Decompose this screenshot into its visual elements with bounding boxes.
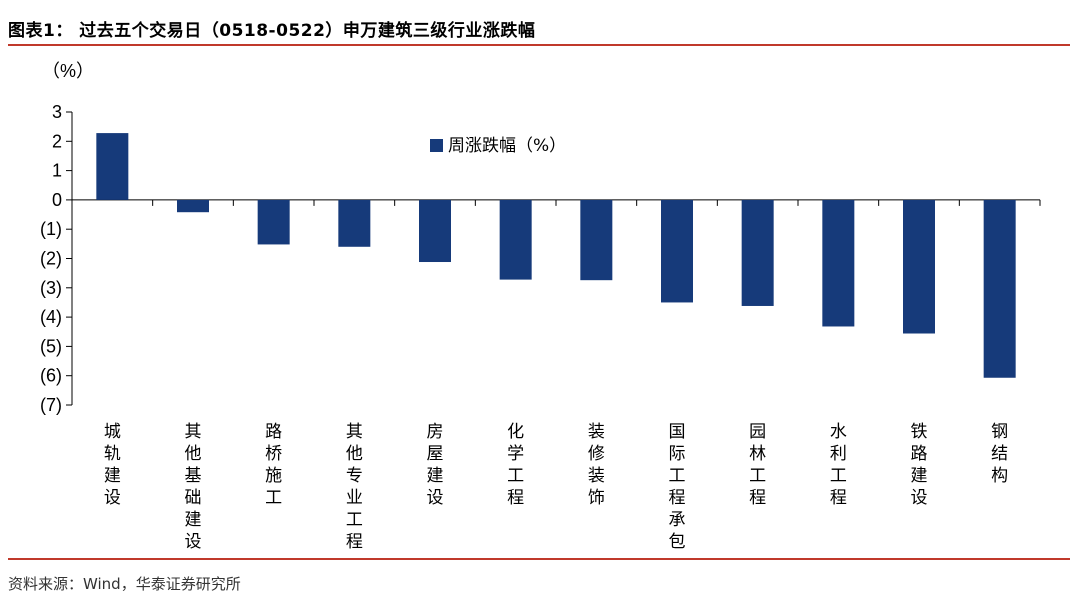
y-tick-label: 3	[52, 102, 62, 122]
category-label: 其他专业工程	[346, 422, 363, 552]
y-tick-label: 2	[52, 131, 62, 151]
bar-5	[419, 199, 451, 263]
category-label: 钢结构	[991, 422, 1008, 486]
legend-label: 周涨跌幅（%）	[448, 136, 566, 156]
legend: 周涨跌幅（%）	[430, 136, 566, 156]
category-label: 国际工程承包	[669, 422, 686, 552]
bar-2	[177, 199, 209, 213]
axes	[66, 111, 1041, 406]
category-label: 化学工程	[507, 422, 524, 508]
y-tick-labels: 3 2 1 0 (1) (2) (3) (4) (5) (6) (7)	[40, 102, 62, 415]
y-tick-label: 1	[52, 161, 62, 181]
y-tick-label: 0	[52, 190, 62, 210]
bar-10	[822, 199, 855, 327]
category-label: 铁路建设	[911, 422, 928, 508]
category-label: 房屋建设	[427, 422, 444, 508]
bar-7	[580, 199, 613, 281]
chart-title: 图表1： 过去五个交易日（0518-0522）申万建筑三级行业涨跌幅	[8, 21, 536, 41]
bar-3	[257, 199, 290, 245]
bar-9	[741, 199, 774, 306]
bar-8	[661, 199, 693, 303]
category-label: 装修装饰	[588, 422, 605, 508]
y-tick-label: (2)	[40, 249, 62, 269]
bottom-divider	[8, 558, 1070, 560]
y-tick-label: (6)	[40, 366, 62, 386]
category-label: 水利工程	[830, 422, 847, 508]
bar-11	[903, 199, 935, 334]
y-tick-label: (5)	[40, 336, 62, 356]
category-label: 其他基础建设	[185, 422, 202, 552]
category-label: 城轨建设	[104, 422, 121, 508]
bar-1	[96, 133, 129, 200]
bars	[96, 133, 1016, 378]
bar-6	[499, 199, 532, 280]
y-tick-label: (1)	[40, 219, 62, 239]
y-tick-label: (4)	[40, 307, 62, 327]
y-unit-label: （%）	[42, 61, 94, 81]
top-divider	[8, 44, 1070, 46]
category-label: 路桥施工	[265, 422, 282, 508]
category-label: 园林工程	[749, 422, 766, 508]
y-tick-label: (7)	[40, 395, 62, 415]
bar-4	[338, 199, 371, 247]
source-note: 资料来源：Wind，华泰证券研究所	[8, 575, 241, 593]
bar-12	[983, 199, 1016, 378]
y-tick-label: (3)	[40, 278, 62, 298]
legend-swatch	[430, 139, 443, 152]
category-labels: 城轨建设 其他基础建设 路桥施工 其他专业工程 房屋建设 化学工程 装修装饰 国际工程承包 园林…	[104, 422, 1008, 552]
